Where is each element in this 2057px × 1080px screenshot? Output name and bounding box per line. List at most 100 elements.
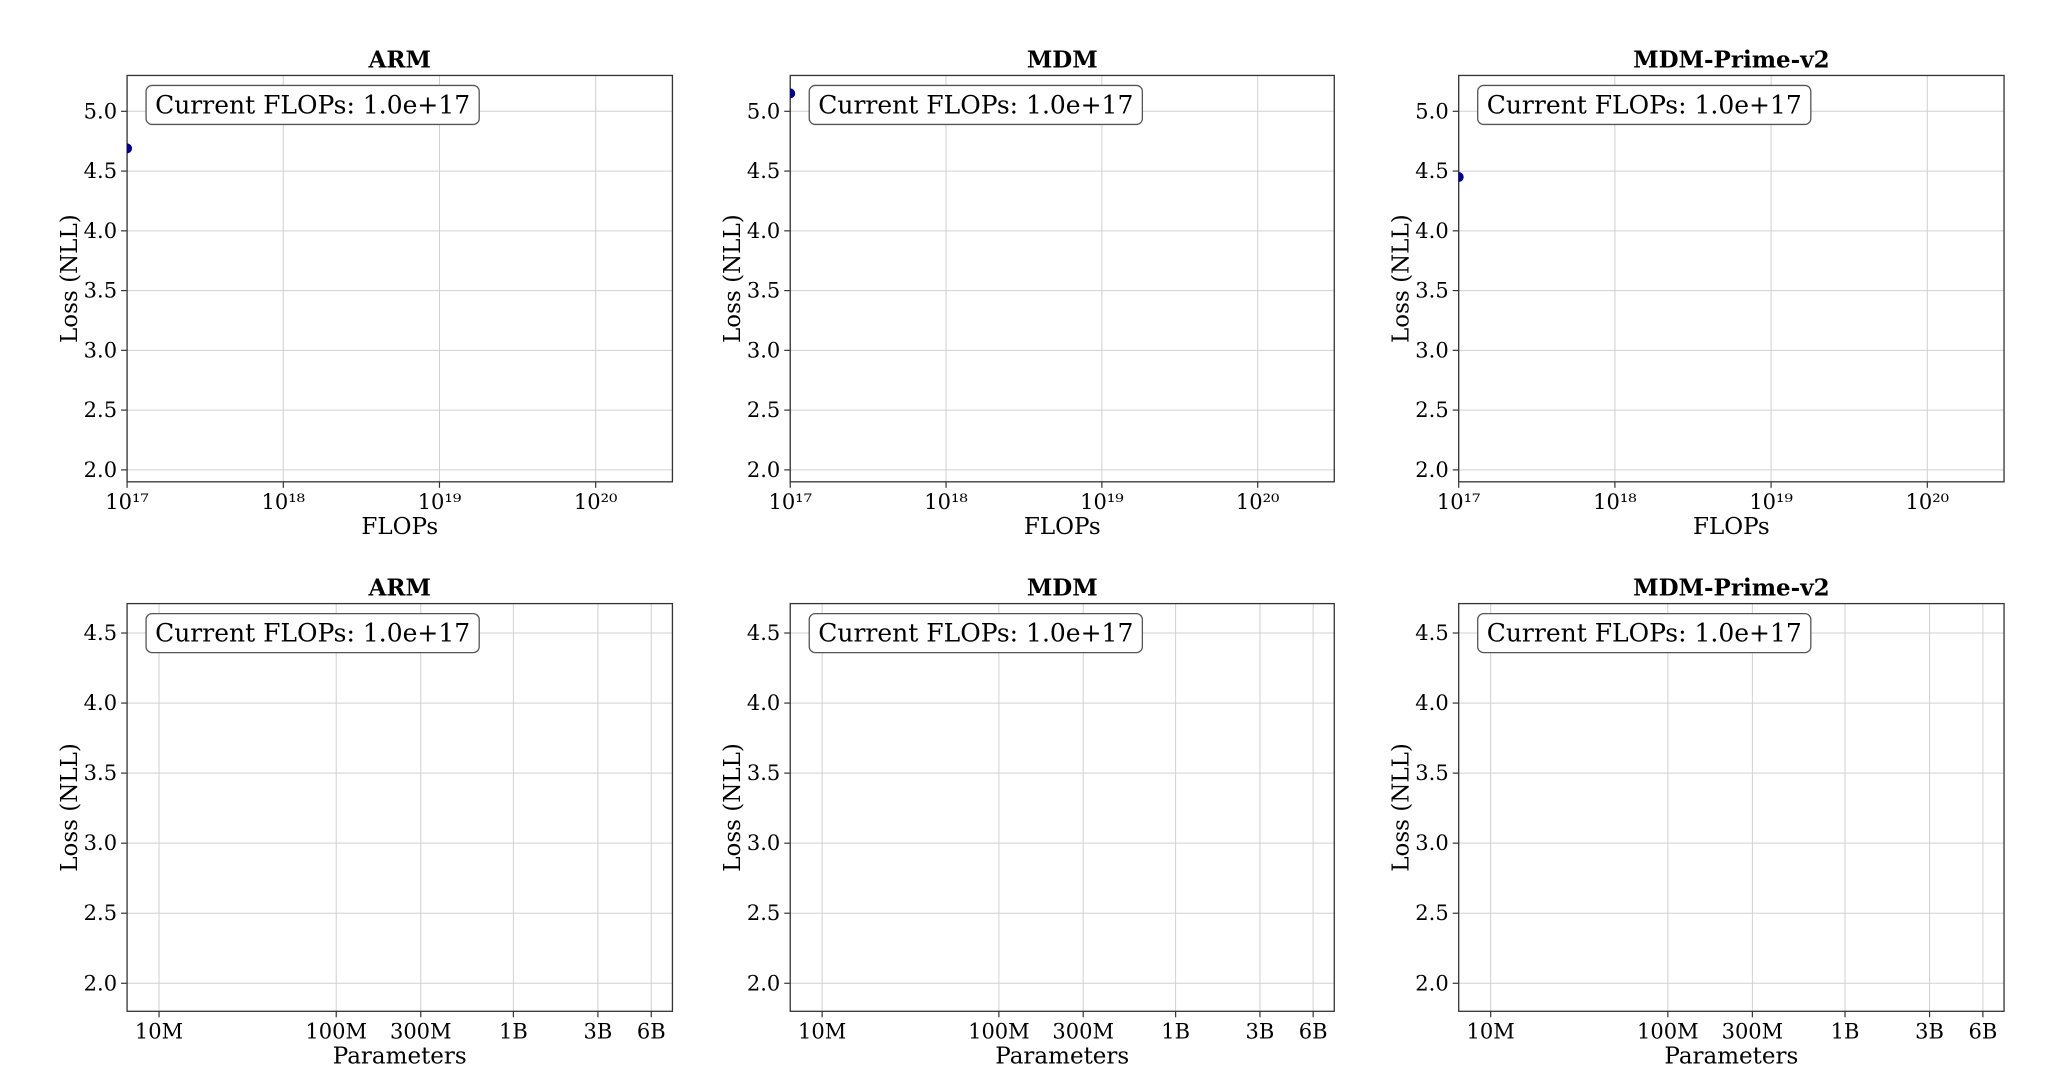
y-tick-label: 2.5 — [84, 398, 117, 422]
x-tick-label: 3B — [1246, 1019, 1275, 1043]
x-tick-label: 10¹⁷ — [1437, 490, 1481, 514]
annotation: Current FLOPs: 1.0e+17 — [1487, 90, 1802, 119]
subplot: 10¹⁷ 10¹⁸ 10¹⁹ 10²⁰ 2.0 2.5 3.0 3.5 4.0 4.5 5.0 MDM… — [1389, 46, 2005, 540]
annotation: Current FLOPs: 1.0e+17 — [818, 619, 1133, 648]
x-tick-label: 10¹⁹ — [1080, 490, 1124, 514]
subplot-title: MDM — [1027, 46, 1098, 73]
y-tick-label: 3.5 — [1415, 761, 1448, 785]
y-tick-label: 3.0 — [747, 338, 780, 362]
x-tick-label: 10¹⁸ — [924, 490, 968, 514]
y-tick-label: 5.0 — [84, 99, 117, 123]
y-tick-label: 2.0 — [1415, 971, 1448, 995]
subplot: 10¹⁷ 10¹⁸ 10¹⁹ 10²⁰ 2.0 2.5 3.0 3.5 4.0 4.5 5.0 ARM… — [57, 46, 674, 540]
annotation: Current FLOPs: 1.0e+17 — [155, 90, 470, 119]
x-axis-label: FLOPs — [361, 514, 438, 540]
annotation: Current FLOPs: 1.0e+17 — [818, 90, 1133, 119]
annotation-box — [808, 612, 1144, 654]
x-tick-label: 300M — [390, 1019, 452, 1043]
subplot-title: ARM — [368, 46, 431, 73]
subplot: 10M 100M 300M 1B 3B 6B 2.0 2.5 3.0 3.5 4.0 4.5 ARM Pa… — [57, 575, 674, 1069]
y-tick-label: 4.5 — [1415, 621, 1448, 645]
x-tick-label: 10²⁰ — [1906, 490, 1950, 514]
subplot: 10M 100M 300M 1B 3B 6B 2.0 2.5 3.0 3.5 4.0 4.5 MDM-P… — [1389, 575, 2005, 1069]
y-tick-label: 3.0 — [84, 338, 117, 362]
annotation-box — [1477, 612, 1812, 654]
x-tick-label: 10M — [798, 1019, 846, 1043]
y-tick-label: 2.0 — [747, 458, 780, 482]
y-axis-label: Loss (NLL) — [720, 214, 746, 343]
annotation: Current FLOPs: 1.0e+17 — [155, 619, 470, 648]
data-point — [127, 143, 133, 154]
annotation-box — [1477, 84, 1812, 126]
x-tick-label: 10M — [1467, 1019, 1515, 1043]
y-tick-label: 2.5 — [84, 901, 117, 925]
x-axis-label: FLOPs — [1693, 514, 1770, 540]
subplot: 10M 100M 300M 1B 3B 6B 2.0 2.5 3.0 3.5 4.0 4.5 MDM Pa… — [720, 575, 1335, 1069]
annotation: Current FLOPs: 1.0e+17 — [1487, 619, 1802, 648]
y-tick-label: 4.5 — [1415, 159, 1448, 183]
y-tick-label: 3.0 — [1415, 831, 1448, 855]
y-tick-label: 4.0 — [1415, 219, 1448, 243]
y-tick-label: 2.0 — [747, 971, 780, 995]
x-tick-label: 100M — [1637, 1019, 1699, 1043]
x-tick-label: 300M — [1722, 1019, 1784, 1043]
x-tick-label: 10¹⁸ — [1593, 490, 1637, 514]
x-axis-label: Parameters — [1664, 1043, 1798, 1069]
y-tick-label: 2.5 — [1415, 901, 1448, 925]
x-tick-label: 10²⁰ — [574, 490, 618, 514]
x-tick-label: 3B — [584, 1019, 613, 1043]
data-point — [1458, 172, 1464, 183]
annotation-box — [808, 84, 1144, 126]
x-tick-label: 100M — [305, 1019, 367, 1043]
y-tick-label: 4.5 — [84, 621, 117, 645]
x-axis-label: FLOPs — [1024, 514, 1101, 540]
x-tick-label: 10¹⁹ — [1749, 490, 1793, 514]
y-tick-label: 2.5 — [747, 901, 780, 925]
subplot-title: MDM-Prime-v2 — [1633, 575, 1829, 602]
x-tick-label: 1B — [499, 1019, 528, 1043]
y-tick-label: 5.0 — [1415, 99, 1448, 123]
y-tick-label: 3.5 — [747, 761, 780, 785]
x-tick-label: 1B — [1161, 1019, 1190, 1043]
y-axis-label: Loss (NLL) — [720, 743, 746, 872]
x-tick-label: 100M — [968, 1019, 1030, 1043]
subplot-title: MDM-Prime-v2 — [1633, 46, 1829, 73]
axes-frame — [1458, 74, 2005, 483]
x-tick-label: 300M — [1052, 1019, 1114, 1043]
x-tick-label: 6B — [1299, 1019, 1328, 1043]
y-tick-label: 4.0 — [84, 691, 117, 715]
y-axis-label: Loss (NLL) — [57, 214, 83, 343]
axes-frame — [789, 74, 1335, 483]
x-tick-label: 3B — [1915, 1019, 1944, 1043]
annotation-box — [145, 612, 480, 654]
y-tick-label: 3.5 — [747, 279, 780, 303]
y-tick-label: 2.0 — [84, 971, 117, 995]
x-tick-label: 10¹⁸ — [261, 490, 305, 514]
y-tick-label: 4.5 — [747, 159, 780, 183]
axes-frame — [789, 602, 1335, 1012]
y-tick-label: 4.0 — [747, 219, 780, 243]
x-tick-label: 10²⁰ — [1236, 490, 1280, 514]
y-tick-label: 2.5 — [747, 398, 780, 422]
y-tick-label: 3.5 — [84, 761, 117, 785]
x-tick-label: 1B — [1831, 1019, 1860, 1043]
y-tick-label: 3.0 — [747, 831, 780, 855]
y-tick-label: 3.5 — [1415, 279, 1448, 303]
y-tick-label: 4.0 — [1415, 691, 1448, 715]
subplot-title: ARM — [368, 575, 431, 602]
y-tick-label: 2.0 — [1415, 458, 1448, 482]
y-tick-label: 3.0 — [84, 831, 117, 855]
axes-frame — [126, 602, 674, 1012]
data-point — [790, 88, 796, 99]
x-tick-label: 10¹⁷ — [105, 490, 149, 514]
y-tick-label: 4.0 — [747, 691, 780, 715]
y-tick-label: 3.0 — [1415, 338, 1448, 362]
y-tick-label: 3.5 — [84, 279, 117, 303]
annotation-box — [145, 84, 480, 126]
x-tick-label: 10¹⁹ — [418, 490, 462, 514]
x-tick-label: 6B — [637, 1019, 666, 1043]
y-tick-label: 4.5 — [84, 159, 117, 183]
y-axis-label: Loss (NLL) — [1389, 214, 1415, 343]
y-tick-label: 4.5 — [747, 621, 780, 645]
